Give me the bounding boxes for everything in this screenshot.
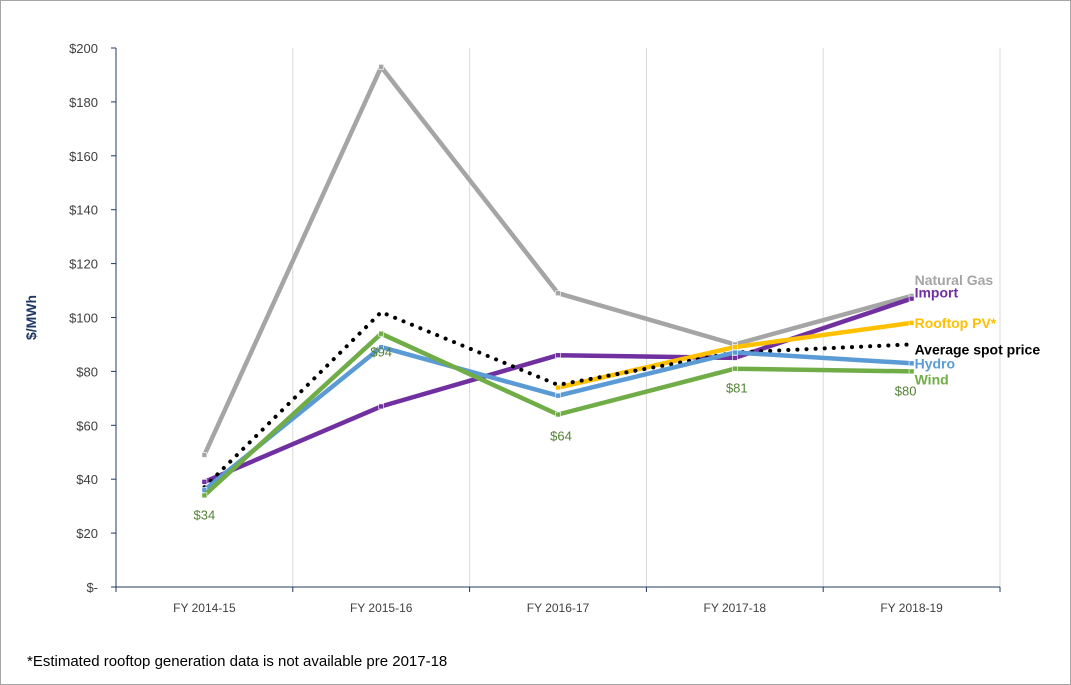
x-tick-label: FY 2017-18 xyxy=(704,601,767,615)
series-label-hydro: Hydro xyxy=(915,355,955,371)
x-tick-label: FY 2014-15 xyxy=(173,601,236,615)
x-tick-label: FY 2016-17 xyxy=(527,601,590,615)
series-label-average-spot-price: Average spot price xyxy=(915,341,1041,357)
data-point-import xyxy=(555,352,561,359)
data-point-hydro xyxy=(555,392,561,399)
data-label-wind: $64 xyxy=(550,429,572,444)
data-point-import xyxy=(731,355,738,361)
data-point-import xyxy=(378,403,385,410)
x-tick-label: FY 2015-16 xyxy=(350,601,413,615)
series-label-import: Import xyxy=(915,285,959,301)
y-tick-label: $160 xyxy=(69,149,98,164)
y-tick-label: $80 xyxy=(76,364,98,379)
y-axis-title: $/MWh xyxy=(23,295,39,340)
data-point-wind xyxy=(378,330,385,337)
data-point-natural-gas xyxy=(555,290,561,297)
data-point-wind xyxy=(555,411,561,418)
y-tick-label: $140 xyxy=(69,203,98,218)
x-tick-label: FY 2018-19 xyxy=(880,601,943,615)
data-point-wind xyxy=(731,365,738,372)
footnote: *Estimated rooftop generation data is no… xyxy=(27,653,448,670)
data-point-wind xyxy=(908,368,915,375)
data-point-rooftop-pv xyxy=(908,320,915,326)
y-tick-label: $60 xyxy=(76,418,98,433)
data-point-hydro xyxy=(908,360,915,367)
data-point-rooftop-pv xyxy=(731,344,738,350)
data-label-wind: $81 xyxy=(726,381,748,396)
y-tick-label: $120 xyxy=(69,257,98,272)
series-label-natural-gas: Natural Gas xyxy=(915,272,994,288)
data-point-natural-gas xyxy=(378,64,385,70)
data-point-import xyxy=(201,479,208,485)
data-point-wind xyxy=(201,492,208,499)
y-tick-label: $40 xyxy=(76,472,98,487)
y-tick-label: $180 xyxy=(69,95,98,110)
y-tick-label: $100 xyxy=(69,311,98,326)
data-label-wind: $34 xyxy=(194,507,216,522)
data-point-import xyxy=(908,295,915,302)
data-point-rooftop-pv xyxy=(555,384,561,391)
data-label-wind: $80 xyxy=(895,383,917,398)
data-label-wind: $94 xyxy=(370,345,392,360)
data-point-natural-gas xyxy=(201,452,208,458)
y-tick-label: $- xyxy=(86,580,98,595)
y-tick-label: $20 xyxy=(76,526,98,541)
data-point-hydro xyxy=(731,349,738,356)
series-label-rooftop-pv: Rooftop PV* xyxy=(915,315,997,331)
y-tick-label: $200 xyxy=(69,41,98,56)
data-point-hydro xyxy=(378,344,385,350)
series-label-wind: Wind xyxy=(915,371,949,387)
